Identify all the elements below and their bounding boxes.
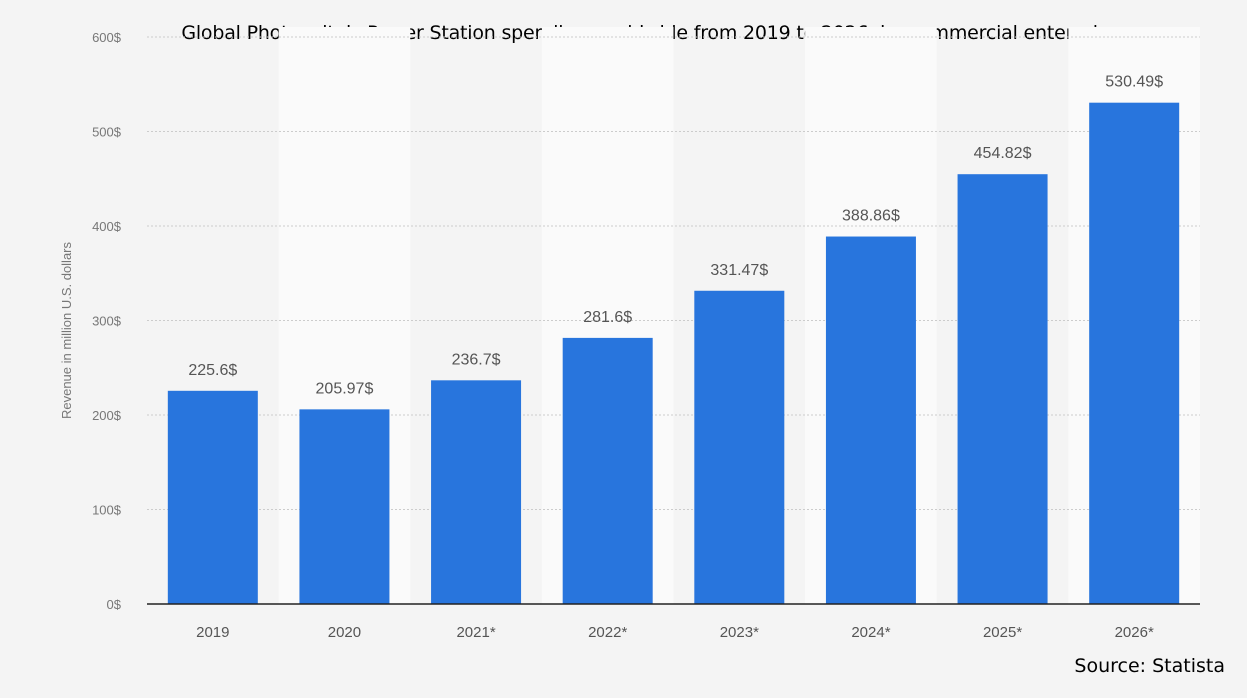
y-axis-label: Revenue in million U.S. dollars (59, 241, 74, 419)
data-label: 205.97$ (316, 380, 374, 397)
y-tick-label: 500$ (92, 125, 122, 140)
data-label: 281.6$ (583, 309, 632, 326)
x-tick-label: 2025* (983, 624, 1022, 641)
data-label: 388.86$ (842, 208, 900, 225)
bar (957, 174, 1048, 604)
x-tick-label: 2026* (1115, 624, 1154, 641)
y-tick-label: 200$ (92, 408, 122, 423)
bar (694, 290, 785, 604)
bar (562, 337, 653, 604)
bar (1089, 102, 1180, 604)
x-tick-label: 2019 (196, 624, 229, 641)
bar (167, 390, 258, 604)
y-tick-label: 600$ (92, 30, 122, 45)
data-label: 236.7$ (452, 351, 501, 368)
bar (431, 380, 522, 604)
data-label: 454.82$ (974, 145, 1032, 162)
data-label: 530.49$ (1105, 74, 1163, 91)
bar (299, 409, 390, 604)
y-tick-label: 400$ (92, 219, 122, 234)
x-tick-label: 2021* (456, 624, 495, 641)
bar (825, 236, 916, 605)
x-tick-label: 2023* (720, 624, 759, 641)
x-tick-label: 2020 (328, 624, 361, 641)
y-tick-label: 100$ (92, 503, 122, 518)
y-tick-label: 300$ (92, 314, 122, 329)
source-note: Source: Statista (1074, 655, 1225, 677)
x-tick-label: 2024* (851, 624, 890, 641)
y-tick-label: 0$ (107, 597, 122, 612)
data-label: 331.47$ (710, 262, 768, 279)
x-tick-label: 2022* (588, 624, 627, 641)
data-label: 225.6$ (188, 362, 237, 379)
